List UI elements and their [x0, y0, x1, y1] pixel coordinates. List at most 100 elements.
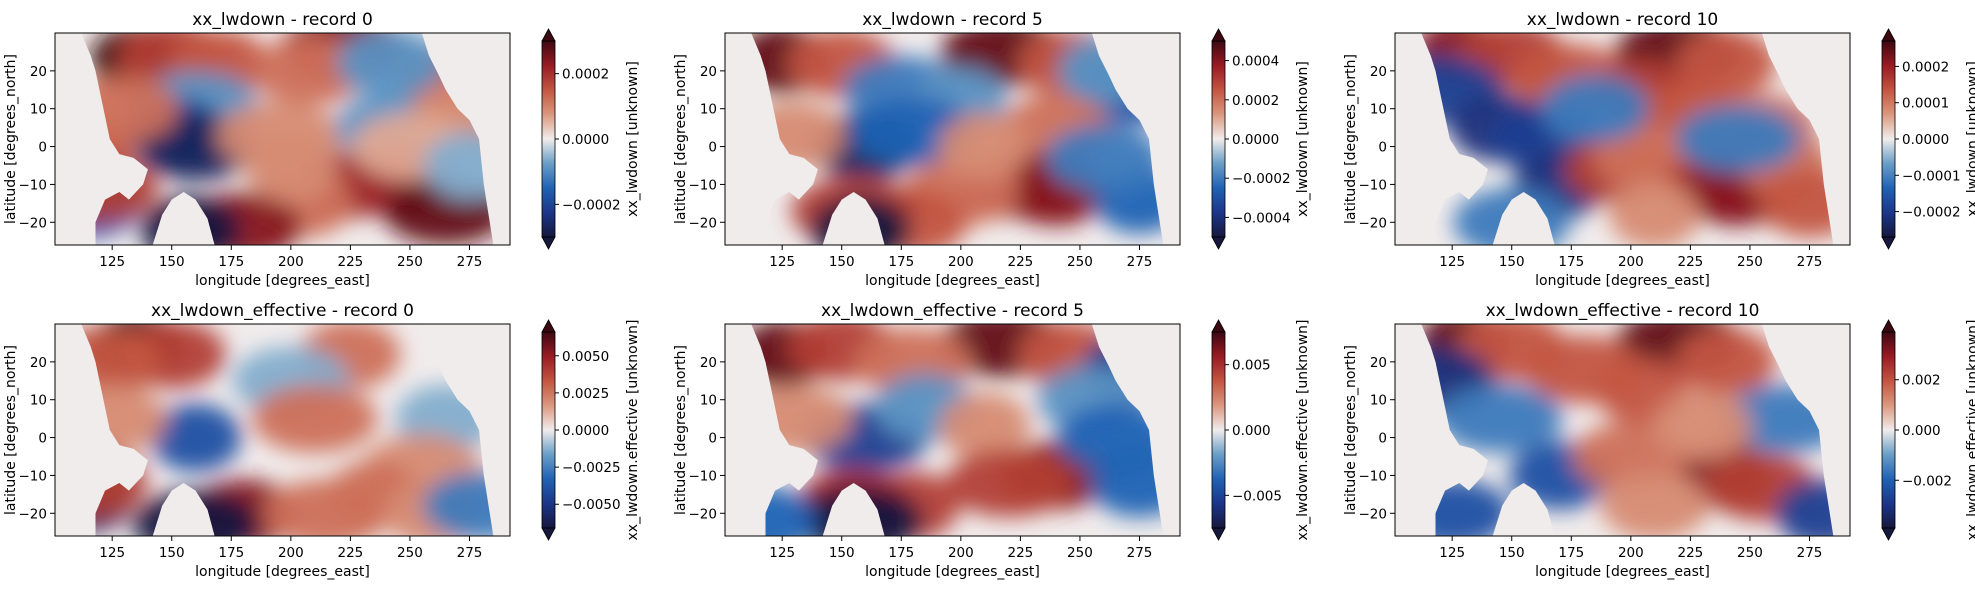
heatmap-anomaly: [1540, 74, 1650, 143]
colorbar-label: xx_lwdown [unknown]: [1965, 61, 1975, 217]
x-tick-label: 225: [1008, 254, 1034, 270]
y-tick-label: −20: [1359, 215, 1388, 231]
colorbar-tick-label: −0.0002: [562, 197, 621, 213]
land-mask-east: [421, 324, 510, 536]
heatmap-anomaly: [1676, 327, 1777, 396]
plot-title: xx_lwdown_effective - record 5: [821, 301, 1084, 321]
x-tick-label: 150: [1499, 254, 1525, 270]
colorbar-extend-min: [1211, 236, 1226, 250]
colorbar-extend-min: [1881, 236, 1896, 250]
colorbar-extend-min: [1211, 527, 1226, 541]
colorbar-tick-label: 0.0004: [1232, 54, 1279, 70]
colorbar-tick-label: −0.0004: [1232, 210, 1291, 226]
colorbar-tick-label: 0.0000: [1902, 132, 1949, 148]
land-mask-west: [1395, 324, 1488, 536]
x-axis-label: longitude [degrees_east]: [195, 564, 370, 580]
x-tick-label: 200: [948, 254, 974, 270]
x-tick-label: 175: [218, 254, 244, 270]
heatmap-field: [55, 33, 510, 245]
land-mask-east: [1761, 33, 1850, 245]
x-tick-label: 150: [829, 545, 855, 561]
heatmap-anomaly: [1676, 33, 1777, 98]
land-mask-west: [725, 33, 818, 245]
colorbar-tick-label: 0.000: [1232, 423, 1271, 439]
colorbar-gradient: [1882, 41, 1895, 237]
colorbar-tick-label: −0.0025: [562, 460, 621, 476]
x-tick-label: 175: [1558, 545, 1584, 561]
colorbar-gradient: [542, 332, 555, 528]
x-tick-label: 200: [1618, 545, 1644, 561]
plot-frame: [1394, 32, 1851, 246]
x-axis-label: longitude [degrees_east]: [1535, 273, 1710, 289]
x-tick-label: 200: [278, 545, 304, 561]
y-tick-label: 0: [708, 431, 717, 447]
plot-frame: [724, 32, 1181, 246]
land-mask-west: [55, 324, 148, 536]
colorbar-tick-label: −0.0050: [562, 497, 621, 513]
x-tick-label: 200: [1618, 254, 1644, 270]
x-tick-label: 275: [1127, 254, 1153, 270]
heatmap-anomaly: [149, 403, 242, 472]
heatmap-anomaly: [1436, 384, 1563, 453]
x-tick-label: 225: [1678, 254, 1704, 270]
plot-frame: [54, 32, 511, 246]
heatmap-anomaly: [938, 112, 1031, 181]
colorbar-extend-max: [1881, 319, 1896, 333]
y-tick-label: 0: [38, 140, 47, 156]
colorbar-extend-min: [1881, 527, 1896, 541]
x-tick-label: 200: [948, 545, 974, 561]
plot-title: xx_lwdown - record 5: [862, 10, 1043, 30]
colorbar-tick-label: −0.005: [1232, 488, 1282, 504]
x-tick-label: 225: [1008, 545, 1034, 561]
colorbar-gradient: [1882, 332, 1895, 528]
heatmap-anomaly: [245, 135, 337, 204]
x-tick-label: 150: [159, 254, 185, 270]
plot-title: xx_lwdown - record 0: [192, 10, 373, 30]
y-tick-label: 0: [1378, 140, 1387, 156]
heatmap-anomaly: [336, 33, 446, 98]
heatmap-field: [1395, 324, 1850, 536]
land-mask-australia: [822, 192, 885, 245]
colorbar-tick-label: 0.0025: [562, 386, 609, 402]
land-mask-australia: [152, 192, 215, 245]
x-tick-label: 225: [1678, 545, 1704, 561]
x-tick-label: 275: [1797, 254, 1823, 270]
x-tick-label: 175: [218, 545, 244, 561]
plot-title: xx_lwdown_effective - record 0: [151, 301, 414, 321]
colorbar: 0.0050 0.0025 0.0000 −0.0025 −0.0050 xx_lwdow…: [541, 319, 641, 541]
land-mask-australia: [1492, 483, 1555, 536]
colorbar-tick-label: 0.0001: [1902, 96, 1949, 112]
x-tick-label: 125: [99, 545, 125, 561]
heatmap-anomaly: [251, 384, 378, 453]
y-tick-label: 20: [1370, 64, 1387, 80]
colorbar-tick-label: −0.0001: [1902, 168, 1961, 184]
colorbar: 0.005 0.000 −0.005 xx_lwdown.effective [unk…: [1211, 319, 1311, 541]
y-tick-label: 20: [30, 355, 47, 371]
colorbar: 0.0002 0.0001 0.0000 −0.0001 −0.0002 xx_lwdow…: [1881, 28, 1975, 250]
panel-3: xx_lwdown_effective - record 0 125 150 175 2…: [3, 301, 641, 580]
x-tick-label: 275: [457, 254, 483, 270]
x-tick-label: 200: [278, 254, 304, 270]
x-tick-label: 250: [1737, 545, 1763, 561]
heatmap-anomaly: [1775, 479, 1850, 536]
y-tick-label: 10: [30, 102, 47, 118]
land-mask-west: [725, 324, 818, 536]
x-axis-label: longitude [degrees_east]: [865, 564, 1040, 580]
heatmap-anomaly: [938, 392, 1031, 461]
colorbar-gradient: [1212, 332, 1225, 528]
y-tick-label: −10: [1359, 468, 1388, 484]
colorbar-tick-label: 0.000: [1902, 423, 1941, 439]
x-tick-label: 250: [397, 254, 423, 270]
heatmap-field: [725, 324, 1180, 536]
plot-frame: [54, 323, 511, 537]
colorbar: 0.0004 0.0002 0.0000 −0.0002 −0.0004xx_lwdow…: [1211, 28, 1311, 250]
colorbar-tick-label: −0.0002: [1902, 205, 1961, 221]
x-tick-label: 125: [769, 545, 795, 561]
y-tick-label: 20: [700, 355, 717, 371]
colorbar-gradient: [542, 41, 555, 237]
x-tick-label: 150: [159, 545, 185, 561]
colorbar-extend-max: [1211, 319, 1226, 333]
